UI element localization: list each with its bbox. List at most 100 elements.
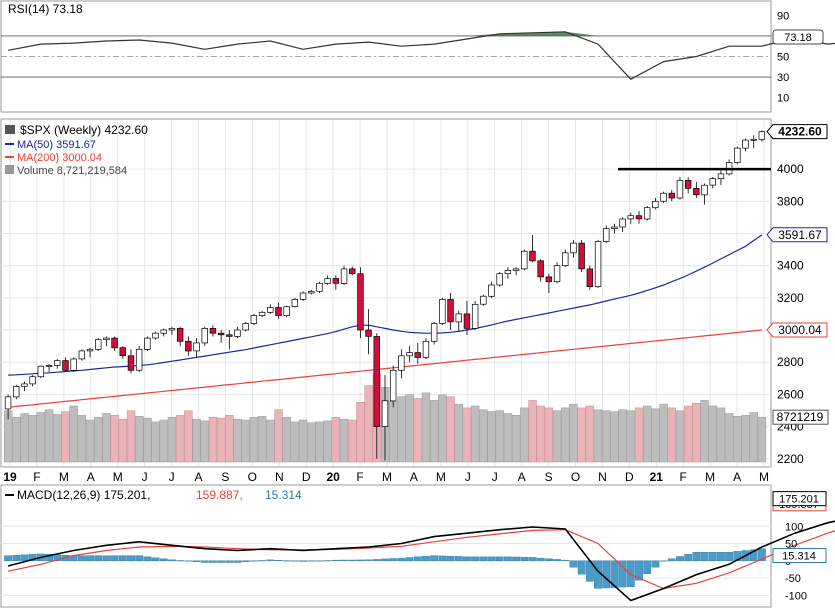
last-price-label: 4232.60 — [778, 125, 822, 139]
candle-body — [62, 360, 69, 371]
ma200-price-label: 3000.04 — [778, 323, 822, 337]
volume-bar — [487, 411, 496, 463]
macd-histogram-bar — [512, 556, 521, 561]
candle-body — [299, 292, 307, 300]
candle — [201, 326, 208, 347]
macd-histogram-bar — [192, 560, 201, 562]
x-axis-label-J: J — [465, 470, 471, 484]
volume-bar — [552, 410, 562, 463]
x-axis-label-O: O — [571, 470, 580, 484]
candle — [242, 321, 249, 332]
candle — [414, 342, 421, 364]
volume-bar — [429, 400, 439, 463]
macd-histogram-bar — [291, 560, 299, 562]
candle-body — [95, 339, 102, 350]
candle-body — [119, 347, 126, 357]
macd-histogram-bar — [151, 557, 160, 562]
candle — [176, 326, 184, 347]
candle — [480, 294, 487, 306]
volume-legend-icon — [5, 165, 14, 174]
macd-histogram-bar — [249, 560, 258, 562]
candle — [373, 333, 380, 459]
volume-bar — [593, 409, 603, 463]
macd-histogram-bar — [110, 555, 119, 561]
macd-panel-frame — [0, 484, 772, 608]
rsi-line — [7, 31, 835, 80]
volume-bar — [634, 407, 644, 463]
candle-body — [652, 200, 659, 209]
macd-histogram-bar — [659, 560, 668, 562]
candle-body — [13, 386, 20, 398]
candle-body — [21, 383, 28, 387]
macd-histogram-bar — [569, 560, 578, 568]
candle — [135, 346, 143, 372]
candle — [643, 206, 651, 221]
volume-bar — [503, 413, 513, 463]
macd-y-tick--100: -100 — [785, 590, 807, 602]
candle-body — [734, 147, 741, 163]
candle-body — [54, 360, 61, 366]
macd-y-tick-50: 50 — [785, 539, 797, 551]
volume-bar — [643, 405, 652, 463]
volume-bar — [282, 416, 291, 463]
candle-body — [193, 342, 200, 352]
volume-bar — [85, 419, 95, 463]
candle — [504, 267, 512, 279]
candle — [70, 357, 77, 372]
volume-bar — [348, 419, 357, 463]
volume-bar — [266, 419, 275, 463]
candle-body — [471, 303, 479, 329]
candle — [275, 302, 282, 319]
volume-bar — [462, 407, 472, 463]
candle — [152, 331, 159, 340]
price-y-tick-2600: 2600 — [777, 387, 804, 401]
macd-histogram-bar — [274, 560, 283, 562]
candle — [95, 338, 102, 351]
x-axis-label-A: A — [733, 470, 741, 484]
volume-bar — [520, 407, 529, 463]
candle — [340, 265, 348, 285]
macd-histogram-bar — [258, 560, 266, 562]
candle-body — [750, 138, 757, 141]
rsi-y-tick-30: 30 — [777, 72, 789, 84]
candle-body — [78, 350, 86, 360]
candle — [381, 375, 389, 461]
macd-histogram-bar — [4, 555, 13, 561]
macd-panel: 100500-50-100 MACD(12,26,9) 175.201, 159… — [0, 484, 835, 608]
legend-entry: Volume 8,721,219,584 — [17, 165, 127, 177]
x-axis-label-J: J — [492, 470, 498, 484]
macd-histogram-bar — [479, 556, 488, 562]
volume-bar — [528, 400, 537, 463]
candle — [512, 267, 520, 276]
volume-bar — [585, 405, 595, 463]
macd-legend-hist: 15.314 — [265, 488, 302, 502]
x-axis-label-F: F — [33, 470, 40, 484]
candle — [676, 177, 684, 200]
volume-bar — [667, 407, 676, 463]
volume-bar — [577, 407, 586, 463]
x-axis-label-M: M — [382, 470, 392, 484]
candle — [717, 170, 725, 186]
macd-histogram-bar — [28, 554, 37, 561]
candle-body — [160, 329, 167, 334]
candle-body — [283, 306, 290, 316]
candle — [545, 273, 553, 293]
x-axis-label-N: N — [598, 470, 607, 484]
macd-histogram-bar — [667, 558, 676, 562]
volume-bar — [225, 415, 234, 463]
candle — [463, 301, 471, 335]
volume-bar — [364, 385, 373, 463]
macd-histogram-bar — [487, 556, 496, 562]
macd-line — [7, 520, 835, 602]
candle-body — [144, 337, 151, 350]
candle — [734, 146, 741, 165]
macd-histogram-bar — [692, 552, 701, 562]
volume-bar — [53, 414, 62, 463]
volume-bar — [323, 420, 332, 463]
volume-bar — [290, 421, 300, 463]
volume-bar — [331, 416, 341, 463]
ma50-price-label: 3591.67 — [778, 228, 822, 242]
candle-body — [758, 131, 766, 140]
candle-body — [365, 329, 372, 337]
ma200-line — [8, 329, 762, 408]
